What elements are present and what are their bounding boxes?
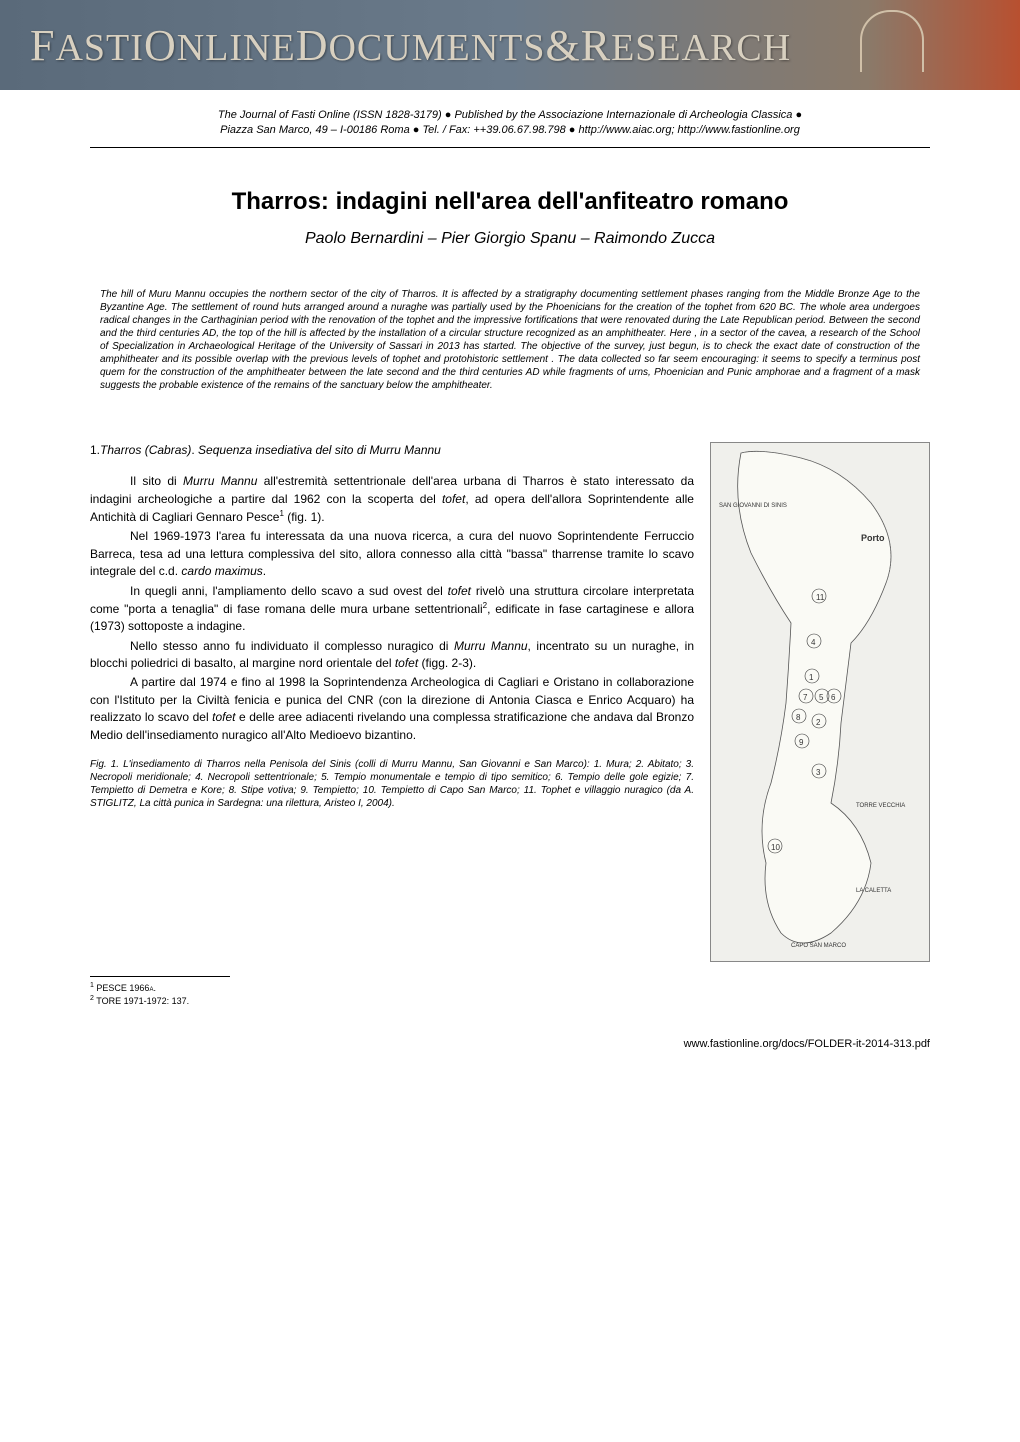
paragraph-1: Il sito di Murru Mannu all'estremità set… [90, 473, 694, 526]
figure-1-caption: Fig. 1. L'insediamento di Tharros nella … [90, 758, 694, 810]
journal-metadata: The Journal of Fasti Online (ISSN 1828-3… [0, 90, 1020, 147]
figure-1-map: SAN GIOVANNI DI SINIS Porto 11 4 1 7 56 8 2 9 3 TOR… [710, 442, 930, 962]
map-label: 11 [816, 593, 824, 602]
map-svg [711, 443, 931, 963]
article-authors: Paolo Bernardini – Pier Giorgio Spanu – … [0, 230, 1020, 248]
footnote-1: 1 PESCE 1966a. [90, 981, 930, 995]
map-label: 5 [819, 693, 823, 702]
paragraph-2: Nel 1969-1973 l'area fu interessata da u… [90, 528, 694, 580]
content-area: 1.Tharros (Cabras). Sequenza insediativa… [0, 442, 1020, 962]
figure-1-map-column: SAN GIOVANNI DI SINIS Porto 11 4 1 7 56 8 2 9 3 TOR… [710, 442, 930, 962]
journal-meta-line1: The Journal of Fasti Online (ISSN 1828-3… [90, 108, 930, 123]
footer-url: www.fastionline.org/docs/FOLDER-it-2014-… [0, 1008, 1020, 1080]
map-label: 10 [771, 843, 780, 852]
map-label: 3 [816, 768, 820, 777]
map-label: CAPO SAN MARCO [791, 943, 846, 949]
map-label: Porto [861, 533, 885, 543]
footnotes: 1 PESCE 1966a. 2 TORE 1971-1972: 137. [0, 981, 1020, 1008]
banner-arch-decoration [860, 10, 980, 80]
map-label: 4 [811, 638, 815, 647]
section-title-1: Tharros (Cabras) [100, 443, 191, 457]
journal-banner: FASTIONLINEDOCUMENTS&RESEARCH [0, 0, 1020, 90]
paragraph-3: In quegli anni, l'ampliamento dello scav… [90, 583, 694, 636]
banner-title: FASTIONLINEDOCUMENTS&RESEARCH [30, 20, 791, 71]
map-label: LA CALETTA [856, 888, 891, 894]
section-number: 1. [90, 443, 100, 457]
footnotes-separator [90, 976, 230, 977]
map-label: SAN GIOVANNI DI SINIS [719, 503, 787, 509]
abstract: The hill of Muru Mannu occupies the nort… [0, 288, 1020, 392]
paragraph-5: A partire dal 1974 e fino al 1998 la Sop… [90, 674, 694, 744]
footnote-2: 2 TORE 1971-1972: 137. [90, 994, 930, 1008]
map-label: 6 [831, 693, 835, 702]
header-divider [90, 147, 930, 148]
map-label: 2 [816, 718, 820, 727]
map-label: 8 [796, 713, 800, 722]
map-label: 9 [799, 738, 803, 747]
map-label: 1 [809, 673, 813, 682]
map-label: 7 [803, 693, 807, 702]
section-title-2: Sequenza insediativa del sito di Murru M… [198, 443, 441, 457]
journal-meta-line2: Piazza San Marco, 49 – I-00186 Roma ● Te… [90, 123, 930, 138]
article-title: Tharros: indagini nell'area dell'anfitea… [0, 188, 1020, 216]
text-column: 1.Tharros (Cabras). Sequenza insediativa… [90, 442, 694, 962]
section-heading: 1.Tharros (Cabras). Sequenza insediativa… [90, 442, 694, 459]
map-label: TORRE VECCHIA [856, 803, 905, 809]
paragraph-4: Nello stesso anno fu individuato il comp… [90, 638, 694, 673]
